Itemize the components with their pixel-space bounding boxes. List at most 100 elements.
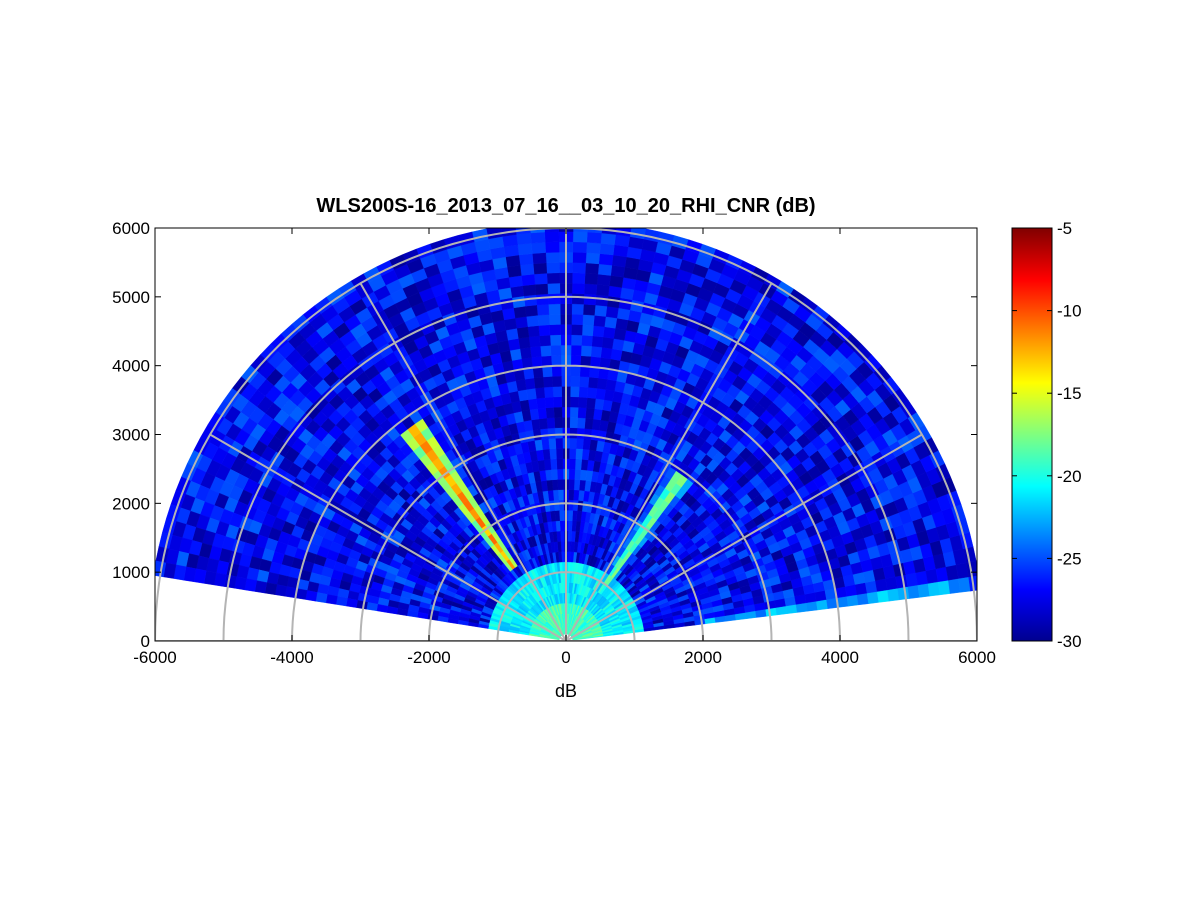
scan-cell-1580 [576,417,586,429]
scan-cell-1638 [572,231,588,243]
scan-cell-1592 [583,293,597,306]
scan-cell-1634 [571,272,586,284]
scan-cell-1742 [544,396,555,409]
scan-cell-1500 [591,418,602,431]
scan-cell-1743 [543,386,554,398]
scan-cell-1556 [598,253,614,266]
scan-cell-1623 [569,386,580,398]
scan-cell-1571 [572,510,578,522]
scan-cell-3262 [325,594,338,605]
scan-cell-1705 [551,365,562,377]
scan-cell-1547 [590,345,603,358]
scan-cell-1702 [553,396,563,408]
scan-cell-1549 [592,325,605,338]
scan-cell-1870 [503,317,517,331]
scan-cell-1594 [584,272,599,285]
scan-cell-1719 [544,228,560,233]
scan-cell-1612 [568,499,574,511]
spoke-60 [565,282,773,641]
scan-cell-1508 [601,336,614,349]
scan-cell-1468 [611,338,625,351]
scan-cell-1621 [569,406,579,418]
scan-cell-1835 [506,264,522,278]
scan-cell-1470 [615,317,629,331]
scan-cell-1575 [574,468,582,481]
scan-cell-1754 [533,272,548,285]
scan-cell-1708 [549,334,562,346]
scan-cell-1740 [546,417,556,429]
y-tick-label-1000: 1000 [112,563,150,582]
scan-cell-1558 [600,232,616,245]
scan-cell-1499 [590,428,600,441]
scan-cell-1780 [538,417,548,430]
scan-cell-1509 [602,326,616,339]
scan-cell-1582 [577,396,588,409]
scan-cell-1551 [594,304,608,317]
scan-cell-1628 [570,334,583,346]
scan-cell-1588 [581,334,593,347]
scan-cell-1834 [508,275,523,288]
scan-cell-1606 [566,561,571,573]
scan-cell-1712 [547,293,561,305]
x-tick-label-0: 0 [561,648,570,667]
scan-cell-1513 [607,285,622,298]
scan-cell-1828 [518,336,531,349]
scan-cell-1548 [591,335,604,348]
scan-cell-1792 [523,294,537,307]
colorbar-ticks: -5 -10 -15 -20 -25 -30 [1012,219,1082,651]
cb-tick-label--20: -20 [1057,467,1082,486]
scan-cell-1756 [532,252,547,265]
cb-tick-label--10: -10 [1057,302,1082,321]
scan-cell-1699 [554,427,563,439]
scan-cell-69 [864,580,878,594]
scan-cell-1584 [579,376,590,388]
scan-cell-3263 [315,592,328,604]
x-tick-label-2000: 2000 [684,648,722,667]
spoke-120 [359,282,567,641]
scan-cell-1781 [537,407,547,420]
scan-cell-1620 [569,417,578,429]
scan-cell-1738 [548,437,557,450]
scan-cell-1597 [586,242,601,254]
scan-cell-1750 [537,314,550,326]
scan-cell-1691 [558,509,565,521]
scan-cell-1631 [571,303,584,315]
scan-cell-1515 [610,264,626,278]
scan-cell-1514 [609,275,624,288]
scan-cell-1572 [572,499,579,511]
scan-cell-1539 [583,428,593,440]
scan-cell-1617 [568,448,577,460]
scan-cell-1795 [519,263,535,276]
scan-cell-1614 [568,479,575,491]
scan-cell-1587 [580,345,592,357]
scan-cell-1633 [571,282,585,295]
scan-cell-1583 [578,386,589,398]
scan-cell-1541 [585,407,595,420]
scan-cell-3269 [254,580,268,594]
scan-cell-1498 [589,439,598,451]
scan-cell-1573 [573,489,580,501]
scan-cell-1598 [586,231,602,244]
scan-cell-1710 [548,313,561,326]
y-tick-label-3000: 3000 [112,426,150,445]
y-tick-label-5000: 5000 [112,288,150,307]
scan-cell-1553 [595,284,610,297]
scan-cell-1591 [582,303,596,316]
x-tick-label-6000: 6000 [958,648,996,667]
spoke-30 [565,433,923,641]
scan-cell-1759 [529,228,545,234]
scan-cell-1798 [516,232,532,245]
scan-cell-1799 [515,228,531,235]
scan-cell-1554 [596,273,611,286]
scan-cell-34 [917,583,930,598]
scan-cell-1836 [505,254,521,268]
scan-cell-1790 [526,315,539,327]
scan-cell-1830 [514,316,528,329]
scan-cell-1609 [567,530,572,542]
scan-cell-1784 [533,376,545,389]
scan-cell-1747 [540,345,552,357]
scan-cell-1697 [555,448,564,460]
scan-cell-1739 [547,427,556,439]
scan-cell-1791 [524,304,538,317]
